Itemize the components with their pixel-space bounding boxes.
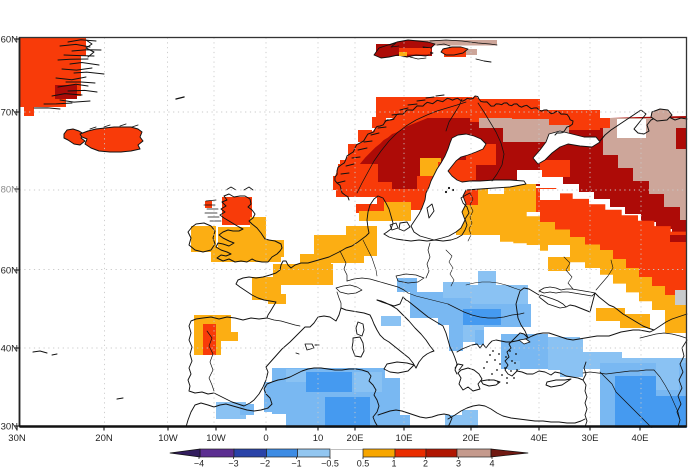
- svg-text:10: 10: [313, 433, 324, 444]
- svg-text:0.5: 0.5: [357, 459, 370, 467]
- svg-text:1: 1: [391, 459, 396, 467]
- svg-text:−2: −2: [260, 459, 270, 467]
- svg-text:10W: 10W: [206, 433, 226, 444]
- svg-text:60N: 60N: [1, 35, 19, 46]
- svg-text:30N: 30N: [1, 422, 19, 433]
- svg-text:40E: 40E: [531, 433, 548, 444]
- svg-text:20E: 20E: [463, 433, 480, 444]
- svg-text:60N: 60N: [1, 266, 19, 277]
- svg-text:30E: 30E: [582, 433, 599, 444]
- svg-text:80N: 80N: [1, 185, 19, 196]
- svg-text:40N: 40N: [1, 344, 19, 355]
- svg-text:2: 2: [423, 459, 428, 467]
- svg-text:10E: 10E: [396, 433, 413, 444]
- svg-text:−1: −1: [291, 459, 301, 467]
- svg-text:−4: −4: [194, 459, 204, 467]
- svg-text:20N: 20N: [95, 433, 113, 444]
- svg-text:20E: 20E: [347, 433, 364, 444]
- svg-text:4: 4: [489, 459, 494, 467]
- svg-text:3: 3: [456, 459, 461, 467]
- svg-text:−3: −3: [228, 459, 238, 467]
- svg-text:40E: 40E: [632, 433, 649, 444]
- svg-text:10W: 10W: [158, 433, 178, 444]
- svg-text:30N: 30N: [8, 433, 26, 444]
- svg-text:0: 0: [263, 433, 268, 444]
- svg-text:70N: 70N: [1, 108, 19, 119]
- svg-text:−0.5: −0.5: [321, 459, 339, 467]
